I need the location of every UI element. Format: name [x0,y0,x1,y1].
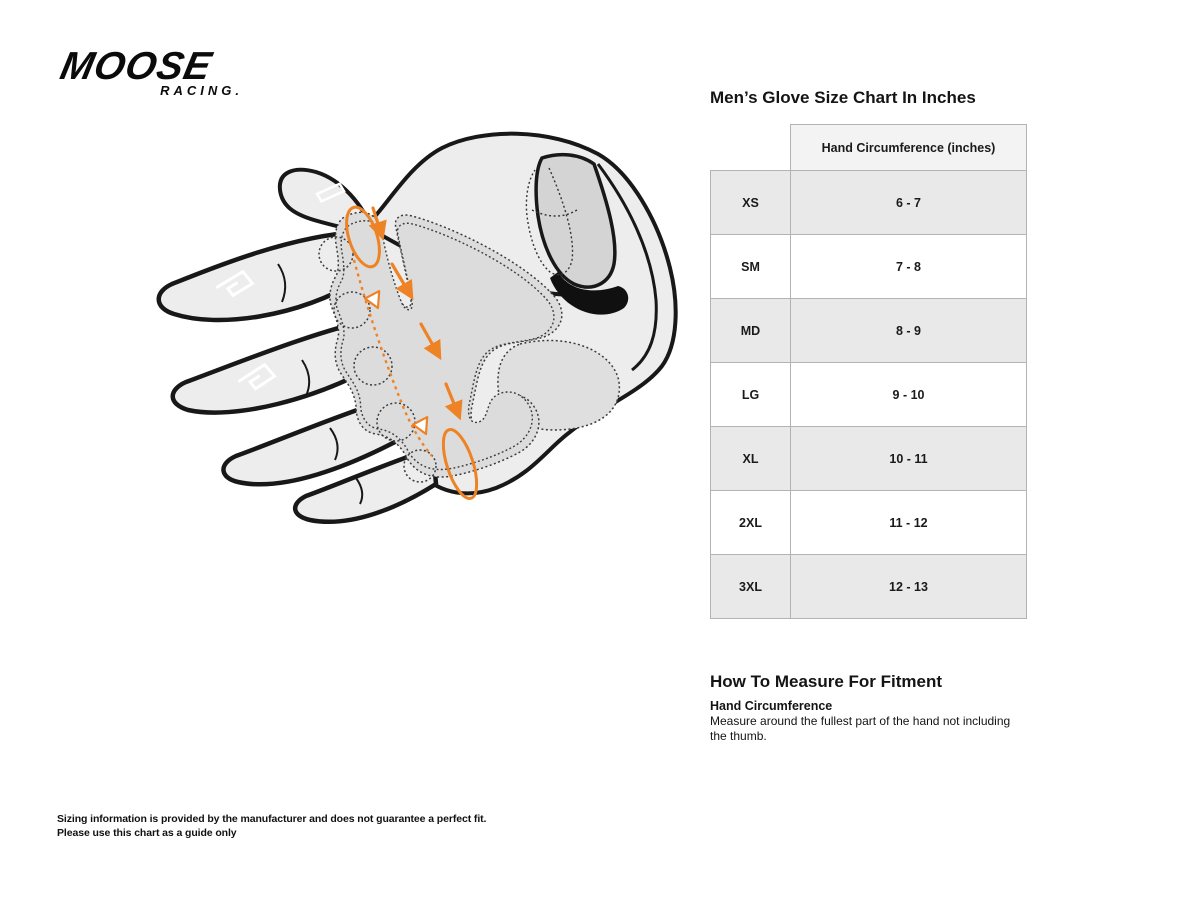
moose-racing-logo: MOOSE RACING. [57,45,249,98]
table-corner-cell [711,125,791,171]
size-cell: LG [710,362,791,427]
table-header-row: Hand Circumference (inches) [711,124,1027,171]
size-cell: XL [710,426,791,491]
size-cell: MD [710,298,791,363]
circumference-cell: 11 - 12 [790,490,1027,555]
glove-palm-pad [318,211,563,483]
logo-wordmark: MOOSE [56,45,216,88]
size-chart-title: Men’s Glove Size Chart In Inches [710,88,976,107]
how-to-measure-body: Measure around the fullest part of the h… [710,714,1011,743]
size-cell: 3XL [710,554,791,619]
size-chart-table: Hand Circumference (inches) XS 6 - 7 SM … [710,124,1027,619]
how-to-measure-subtitle: Hand Circumference [710,699,833,713]
table-row: 2XL 11 - 12 [710,490,1027,555]
circumference-cell: 7 - 8 [790,234,1027,299]
glove-palm-measurement-illustration [156,131,678,525]
logo-subtext: RACING. [160,83,243,98]
glove-fingers [156,229,439,525]
glove-illustration [130,112,700,527]
table-row: XS 6 - 7 [710,170,1027,235]
finger-armor-glyph [237,362,277,391]
disclaimer: Sizing information is provided by the ma… [57,812,486,840]
table-row: LG 9 - 10 [710,362,1027,427]
glove-cuff-strap [525,152,629,315]
circumference-cell: 8 - 9 [790,298,1027,363]
circumference-cell: 9 - 10 [790,362,1027,427]
table-row: XL 10 - 11 [710,426,1027,491]
table-row: MD 8 - 9 [710,298,1027,363]
finger-armor-glyph [215,269,255,298]
size-cell: SM [710,234,791,299]
size-cell: XS [710,170,791,235]
column-header-hand-circumference: Hand Circumference (inches) [790,124,1027,171]
measurement-arrows [345,205,479,500]
size-cell: 2XL [710,490,791,555]
how-to-measure-title: How To Measure For Fitment [710,672,943,691]
table-row: 3XL 12 - 13 [710,554,1027,619]
circumference-cell: 12 - 13 [790,554,1027,619]
circumference-cell: 10 - 11 [790,426,1027,491]
table-row: SM 7 - 8 [710,234,1027,299]
circumference-cell: 6 - 7 [790,170,1027,235]
disclaimer-line-2: Please use this chart as a guide only [57,827,237,839]
disclaimer-line-1: Sizing information is provided by the ma… [57,813,487,825]
